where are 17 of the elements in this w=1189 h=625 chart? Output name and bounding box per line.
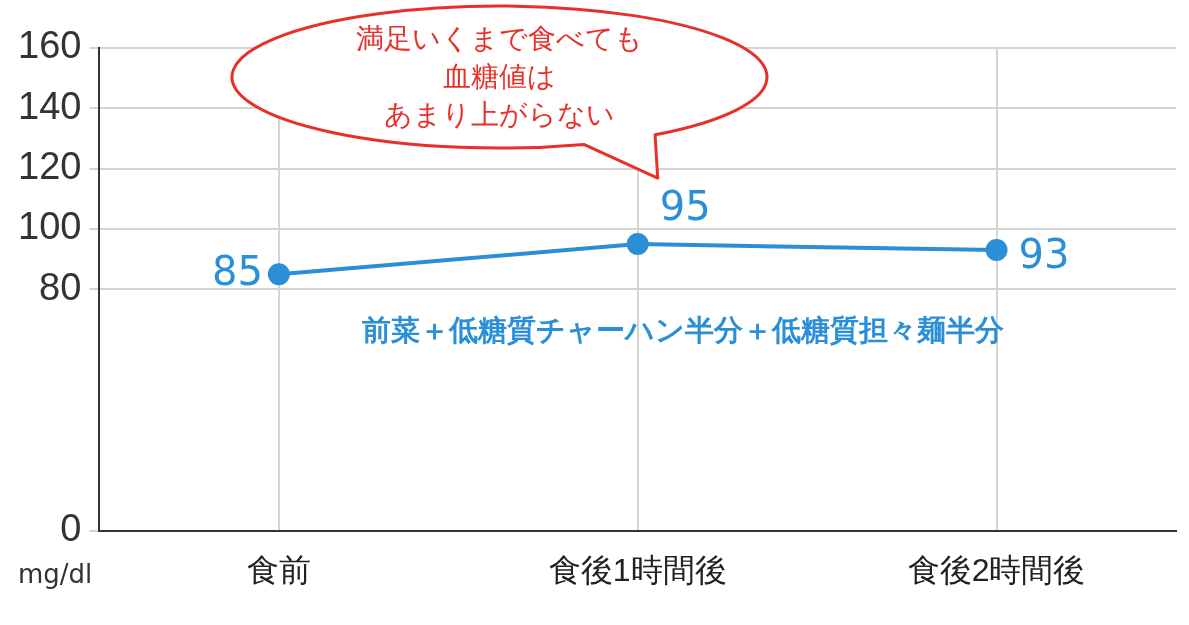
annotation: 前菜＋低糖質チャーハン半分＋低糖質担々麺半分 [360, 312, 1005, 350]
data-label: 93 [1018, 231, 1070, 278]
y-tick-label: 140 [18, 84, 82, 127]
y-tick-label: 120 [18, 145, 82, 188]
annotation: 血糖値は [442, 59, 557, 95]
y-axis-title: mg/dl [18, 558, 93, 589]
x-tick-label: 食後2時間後 [907, 551, 1086, 588]
annotation: あまり上がらない [383, 97, 616, 133]
y-tick-label: 0 [60, 507, 82, 550]
data-label: 85 [211, 247, 263, 294]
data-label: 95 [659, 183, 711, 230]
annotation: 満足いくまで食べても [355, 21, 644, 57]
x-tick-label: 食後1時間後 [548, 551, 727, 588]
y-tick-label: 160 [18, 24, 82, 67]
y-tick-label: 100 [18, 205, 82, 248]
x-tick-label: 食前 [246, 551, 311, 588]
y-tick-label: 80 [39, 265, 82, 308]
